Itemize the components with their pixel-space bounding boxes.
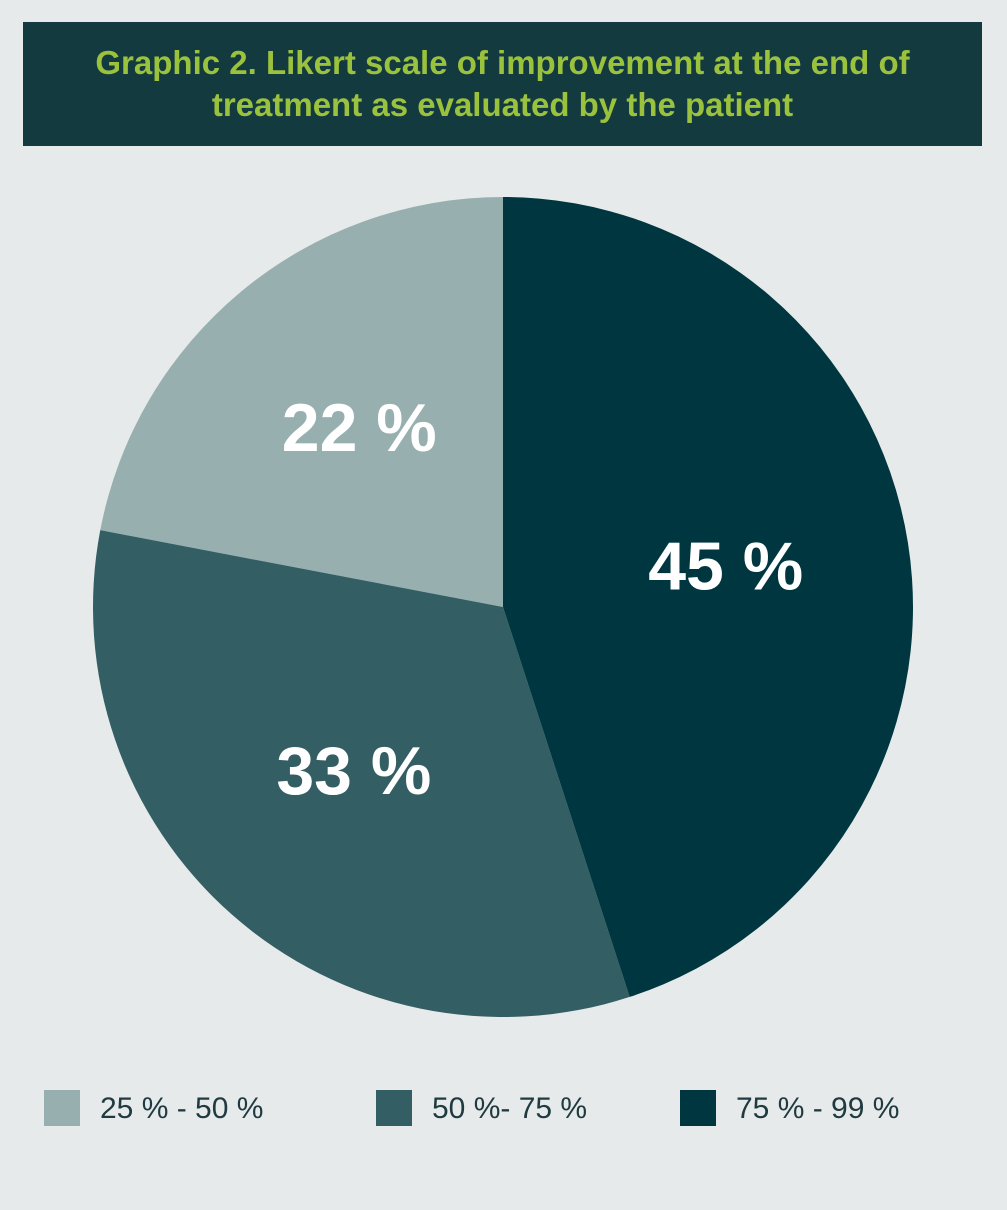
chart-title: Graphic 2. Likert scale of improvement a…	[23, 22, 982, 146]
legend-label: 25 % - 50 %	[100, 1092, 263, 1125]
legend-label: 50 %- 75 %	[432, 1092, 587, 1125]
pie-slice	[92, 530, 630, 1017]
legend-label: 75 % - 99 %	[736, 1092, 899, 1125]
legend-swatch	[44, 1090, 80, 1126]
value-label: 33 %	[276, 733, 431, 809]
value-label: 45 %	[648, 529, 803, 605]
pie-slice	[100, 197, 503, 607]
pie-slice	[503, 197, 913, 997]
legend-swatch	[680, 1090, 716, 1126]
value-label: 22 %	[282, 390, 437, 466]
legend-swatch	[376, 1090, 412, 1126]
